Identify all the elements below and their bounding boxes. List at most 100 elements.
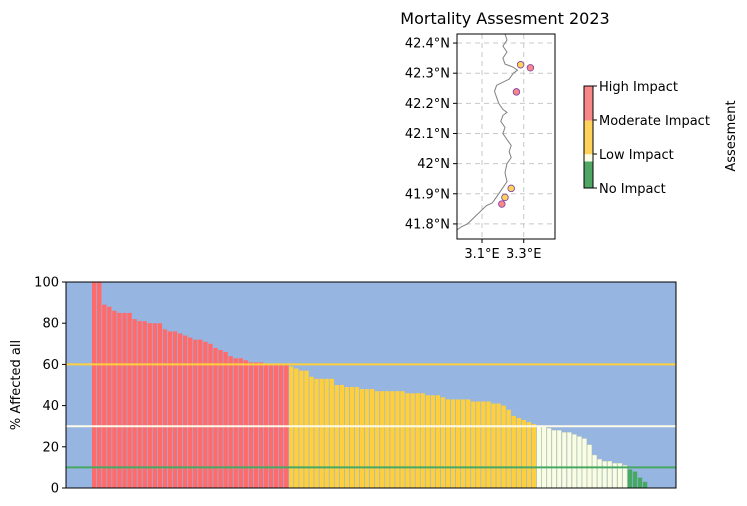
bar <box>430 395 436 488</box>
bar <box>314 378 319 488</box>
map-lon-tick-label: 3.3°E <box>506 247 541 262</box>
bar <box>597 458 603 489</box>
bar <box>319 378 324 488</box>
map-point <box>526 64 535 72</box>
bar <box>637 477 643 488</box>
bar <box>582 438 587 489</box>
map-title: Mortality Assesment 2023 <box>400 9 609 28</box>
map-lon-tick-label: 3.1°E <box>464 247 499 262</box>
colorbar-tick-label: High Impact <box>599 80 678 95</box>
map-lat-tick-label: 42.3°N <box>405 67 450 82</box>
bar <box>556 430 562 489</box>
bar <box>223 352 228 488</box>
bar <box>420 393 425 488</box>
bar <box>213 347 218 488</box>
map-grid <box>457 34 555 239</box>
bar <box>501 405 506 488</box>
bar <box>496 403 501 488</box>
bar <box>627 469 633 488</box>
bar <box>476 401 481 488</box>
bar-y-tick-label: 80 <box>42 317 59 332</box>
bar-y-axis-label: % Affected all <box>9 340 24 430</box>
bar <box>370 389 375 488</box>
bar <box>122 312 127 488</box>
bar <box>541 426 547 489</box>
bar <box>380 391 385 488</box>
bar <box>253 362 259 488</box>
bar <box>466 399 471 488</box>
bar <box>177 333 183 488</box>
bar <box>400 391 405 488</box>
bar <box>344 387 350 488</box>
bar <box>258 362 264 488</box>
bar <box>167 331 173 488</box>
bar <box>481 401 486 488</box>
bar <box>607 461 613 489</box>
map-point <box>512 88 521 96</box>
colorbar-frame <box>583 85 594 189</box>
colorbar-tick-label: Low Impact <box>599 148 674 163</box>
colorbar-segment <box>584 161 593 188</box>
bar-y-tick-label: 0 <box>51 482 59 497</box>
map-point <box>498 200 506 208</box>
bar <box>354 387 360 488</box>
bar <box>349 387 355 488</box>
bar <box>445 399 451 488</box>
bar <box>182 335 188 488</box>
bar <box>208 343 213 488</box>
bar <box>531 424 537 488</box>
colorbar-segment <box>584 86 593 121</box>
bar-y-ticks: 0 20 40 60 80 100 <box>34 276 66 497</box>
bar <box>294 368 299 488</box>
bar <box>162 329 168 488</box>
bar <box>188 337 193 488</box>
bar <box>324 378 329 488</box>
bar <box>304 370 309 488</box>
map-lat-tick-label: 42°N <box>417 157 450 172</box>
bar-y-tick-label: 100 <box>34 276 59 291</box>
map-lat-tick-label: 42.4°N <box>405 37 450 52</box>
bar <box>299 370 304 488</box>
bar <box>334 385 339 488</box>
bar <box>516 417 521 488</box>
bar <box>193 339 198 488</box>
map-point <box>501 193 509 202</box>
bar <box>425 395 430 488</box>
bar <box>460 399 466 488</box>
map-coastline <box>456 33 519 231</box>
map-frame <box>456 33 556 240</box>
bar <box>491 403 496 488</box>
bar <box>375 391 380 488</box>
bar <box>137 321 142 488</box>
bar <box>243 360 248 488</box>
bar <box>511 415 516 488</box>
bar <box>142 321 147 488</box>
bar <box>642 481 648 488</box>
colorbar-tick-label: No Impact <box>599 182 666 197</box>
bar-y-tick-label: 20 <box>42 440 59 455</box>
bar <box>577 436 582 489</box>
bar <box>289 366 294 488</box>
bar <box>364 389 370 488</box>
threshold-lines <box>66 363 676 469</box>
coastline-path <box>456 33 519 231</box>
map-lat-tick-label: 42.1°N <box>405 127 450 142</box>
bar <box>172 331 178 488</box>
bar <box>415 393 420 488</box>
bar <box>198 339 203 488</box>
bar-plot-frame <box>65 281 677 489</box>
bar <box>233 358 238 488</box>
bar <box>390 391 395 488</box>
bar <box>203 341 208 488</box>
bar <box>157 323 163 488</box>
map-lat-ticks: 41.8°N 41.9°N 42°N 42.1°N 42.2°N 42.3°N 42.4°N <box>405 37 457 232</box>
bar <box>471 401 476 488</box>
colorbar: High Impact Moderate Impact Low Impact No I… <box>583 80 710 197</box>
bar <box>506 409 511 488</box>
bar <box>107 306 112 488</box>
bar-y-tick-label: 60 <box>42 358 59 373</box>
bar <box>486 401 491 488</box>
bar <box>359 389 365 488</box>
map-points <box>498 61 535 208</box>
bar <box>561 432 567 489</box>
